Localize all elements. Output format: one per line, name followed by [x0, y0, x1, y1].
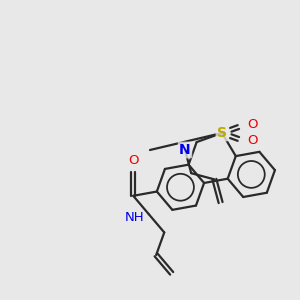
Text: O: O [128, 154, 139, 167]
Text: O: O [247, 134, 257, 148]
Text: N: N [179, 143, 191, 157]
Text: NH: NH [125, 211, 145, 224]
Text: S: S [217, 126, 227, 140]
Text: O: O [247, 118, 257, 131]
